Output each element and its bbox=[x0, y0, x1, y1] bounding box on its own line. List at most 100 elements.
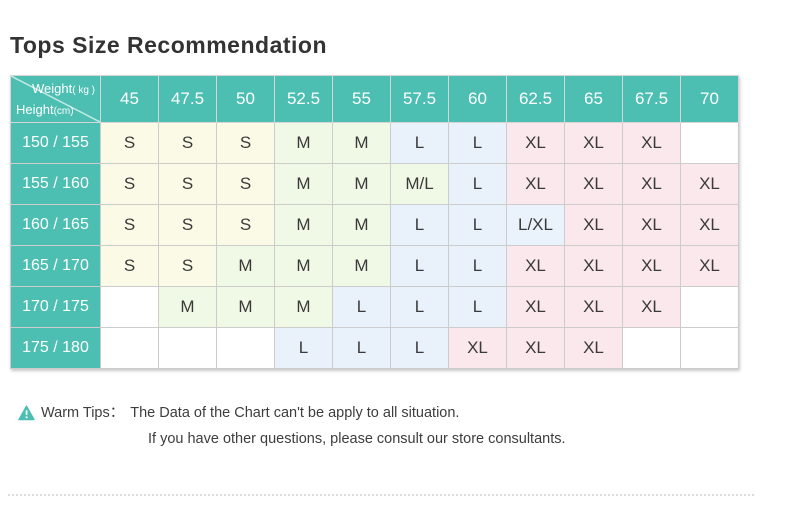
size-cell-xl: XL bbox=[680, 245, 739, 287]
size-cell-xl: XL bbox=[506, 286, 565, 328]
size-cell-m: M bbox=[332, 122, 391, 164]
size-table: Weight( kg ) Height(cm) 45 47.5 50 52.5 55 57… bbox=[10, 75, 739, 369]
height-row-header: 160 / 165 bbox=[10, 204, 101, 246]
size-cell-empty bbox=[158, 327, 217, 369]
size-cell-m: M bbox=[274, 163, 333, 205]
size-cell-m: M bbox=[332, 204, 391, 246]
size-cell-xl: XL bbox=[506, 122, 565, 164]
corner-cell: Weight( kg ) Height(cm) bbox=[10, 75, 101, 123]
size-cell-m: M bbox=[274, 286, 333, 328]
size-cell-xl: XL bbox=[622, 122, 681, 164]
size-cell-l: L bbox=[448, 286, 507, 328]
size-cell-empty bbox=[622, 327, 681, 369]
size-cell-l: L bbox=[390, 122, 449, 164]
size-cell-xl: XL bbox=[680, 163, 739, 205]
weight-header-60: 60 bbox=[448, 75, 507, 123]
weight-header-62.5: 62.5 bbox=[506, 75, 565, 123]
table-row: 165 / 170 S S M M M L L XL XL XL XL bbox=[10, 245, 739, 287]
table-row: 170 / 175 M M M L L L XL XL XL bbox=[10, 286, 739, 328]
size-cell-empty bbox=[100, 286, 159, 328]
size-cell-xl: XL bbox=[622, 245, 681, 287]
weight-label: Weight( kg ) bbox=[31, 81, 95, 96]
table-row: 155 / 160 S S S M M M/L L XL XL XL XL bbox=[10, 163, 739, 205]
size-cell-s: S bbox=[158, 245, 217, 287]
size-cell-xl: XL bbox=[506, 163, 565, 205]
size-cell-m: M bbox=[216, 286, 275, 328]
size-cell-s: S bbox=[158, 122, 217, 164]
size-cell-m: M bbox=[274, 122, 333, 164]
size-cell-l: L bbox=[332, 327, 391, 369]
weight-header-70: 70 bbox=[680, 75, 739, 123]
size-cell-m: M bbox=[274, 204, 333, 246]
size-cell-xl: XL bbox=[622, 286, 681, 328]
size-cell-m: M bbox=[332, 245, 391, 287]
size-cell-xl: XL bbox=[622, 204, 681, 246]
size-cell-xl: XL bbox=[564, 327, 623, 369]
size-cell-s: S bbox=[158, 163, 217, 205]
size-cell-xl: XL bbox=[680, 204, 739, 246]
size-cell-l: L bbox=[448, 163, 507, 205]
weight-header-57.5: 57.5 bbox=[390, 75, 449, 123]
weight-header-55: 55 bbox=[332, 75, 391, 123]
table-row: 150 / 155 S S S M M L L XL XL XL bbox=[10, 122, 739, 164]
size-cell-empty bbox=[100, 327, 159, 369]
size-cell-s: S bbox=[216, 163, 275, 205]
weight-header-67.5: 67.5 bbox=[622, 75, 681, 123]
diagonal-divider bbox=[11, 76, 100, 122]
size-cell-l: L bbox=[448, 245, 507, 287]
size-cell-empty bbox=[680, 122, 739, 164]
size-cell-s: S bbox=[100, 245, 159, 287]
size-cell-l: L bbox=[332, 286, 391, 328]
size-cell-l: L bbox=[390, 286, 449, 328]
size-cell-xl: XL bbox=[506, 245, 565, 287]
size-cell-m-l: M/L bbox=[390, 163, 449, 205]
size-cell-s: S bbox=[100, 204, 159, 246]
height-row-header: 150 / 155 bbox=[10, 122, 101, 164]
size-cell-s: S bbox=[216, 204, 275, 246]
size-cell-l: L bbox=[390, 204, 449, 246]
height-row-header: 155 / 160 bbox=[10, 163, 101, 205]
height-row-header: 170 / 175 bbox=[10, 286, 101, 328]
size-cell-empty bbox=[680, 286, 739, 328]
size-cell-xl: XL bbox=[564, 122, 623, 164]
size-cell-xl: XL bbox=[448, 327, 507, 369]
size-cell-m: M bbox=[274, 245, 333, 287]
weight-header-47.5: 47.5 bbox=[158, 75, 217, 123]
size-cell-l: L bbox=[274, 327, 333, 369]
size-cell-m: M bbox=[158, 286, 217, 328]
size-cell-s: S bbox=[216, 122, 275, 164]
warm-tips-text2: If you have other questions, please cons… bbox=[148, 431, 566, 447]
table-row: 175 / 180 L L L XL XL XL bbox=[10, 327, 739, 369]
size-cell-s: S bbox=[158, 204, 217, 246]
height-row-header: 165 / 170 bbox=[10, 245, 101, 287]
size-cell-s: S bbox=[100, 163, 159, 205]
size-cell-xl: XL bbox=[564, 163, 623, 205]
page-title: Tops Size Recommendation bbox=[10, 32, 328, 58]
weight-header-row: Weight( kg ) Height(cm) 45 47.5 50 52.5 55 57… bbox=[10, 75, 739, 123]
size-cell-m: M bbox=[216, 245, 275, 287]
size-cell-m: M bbox=[332, 163, 391, 205]
size-cell-l-xl: L/XL bbox=[506, 204, 565, 246]
warm-tips-label: Warm Tips： bbox=[41, 405, 125, 421]
table-row: 160 / 165 S S S M M L L L/XL XL XL XL bbox=[10, 204, 739, 246]
size-cell-xl: XL bbox=[506, 327, 565, 369]
warm-tips-text1: The Data of the Chart can't be apply to … bbox=[130, 405, 460, 421]
size-cell-xl: XL bbox=[564, 245, 623, 287]
size-cell-s: S bbox=[100, 122, 159, 164]
size-cell-l: L bbox=[390, 245, 449, 287]
height-label: Height(cm) bbox=[16, 102, 74, 117]
size-cell-empty bbox=[216, 327, 275, 369]
size-cell-xl: XL bbox=[564, 286, 623, 328]
height-row-header: 175 / 180 bbox=[10, 327, 101, 369]
weight-header-65: 65 bbox=[564, 75, 623, 123]
size-cell-l: L bbox=[448, 122, 507, 164]
warning-triangle-icon bbox=[18, 405, 35, 421]
size-cell-empty bbox=[680, 327, 739, 369]
weight-header-52.5: 52.5 bbox=[274, 75, 333, 123]
dotted-separator bbox=[8, 494, 754, 496]
size-cell-xl: XL bbox=[622, 163, 681, 205]
size-cell-xl: XL bbox=[564, 204, 623, 246]
size-cell-l: L bbox=[448, 204, 507, 246]
size-cell-l: L bbox=[390, 327, 449, 369]
